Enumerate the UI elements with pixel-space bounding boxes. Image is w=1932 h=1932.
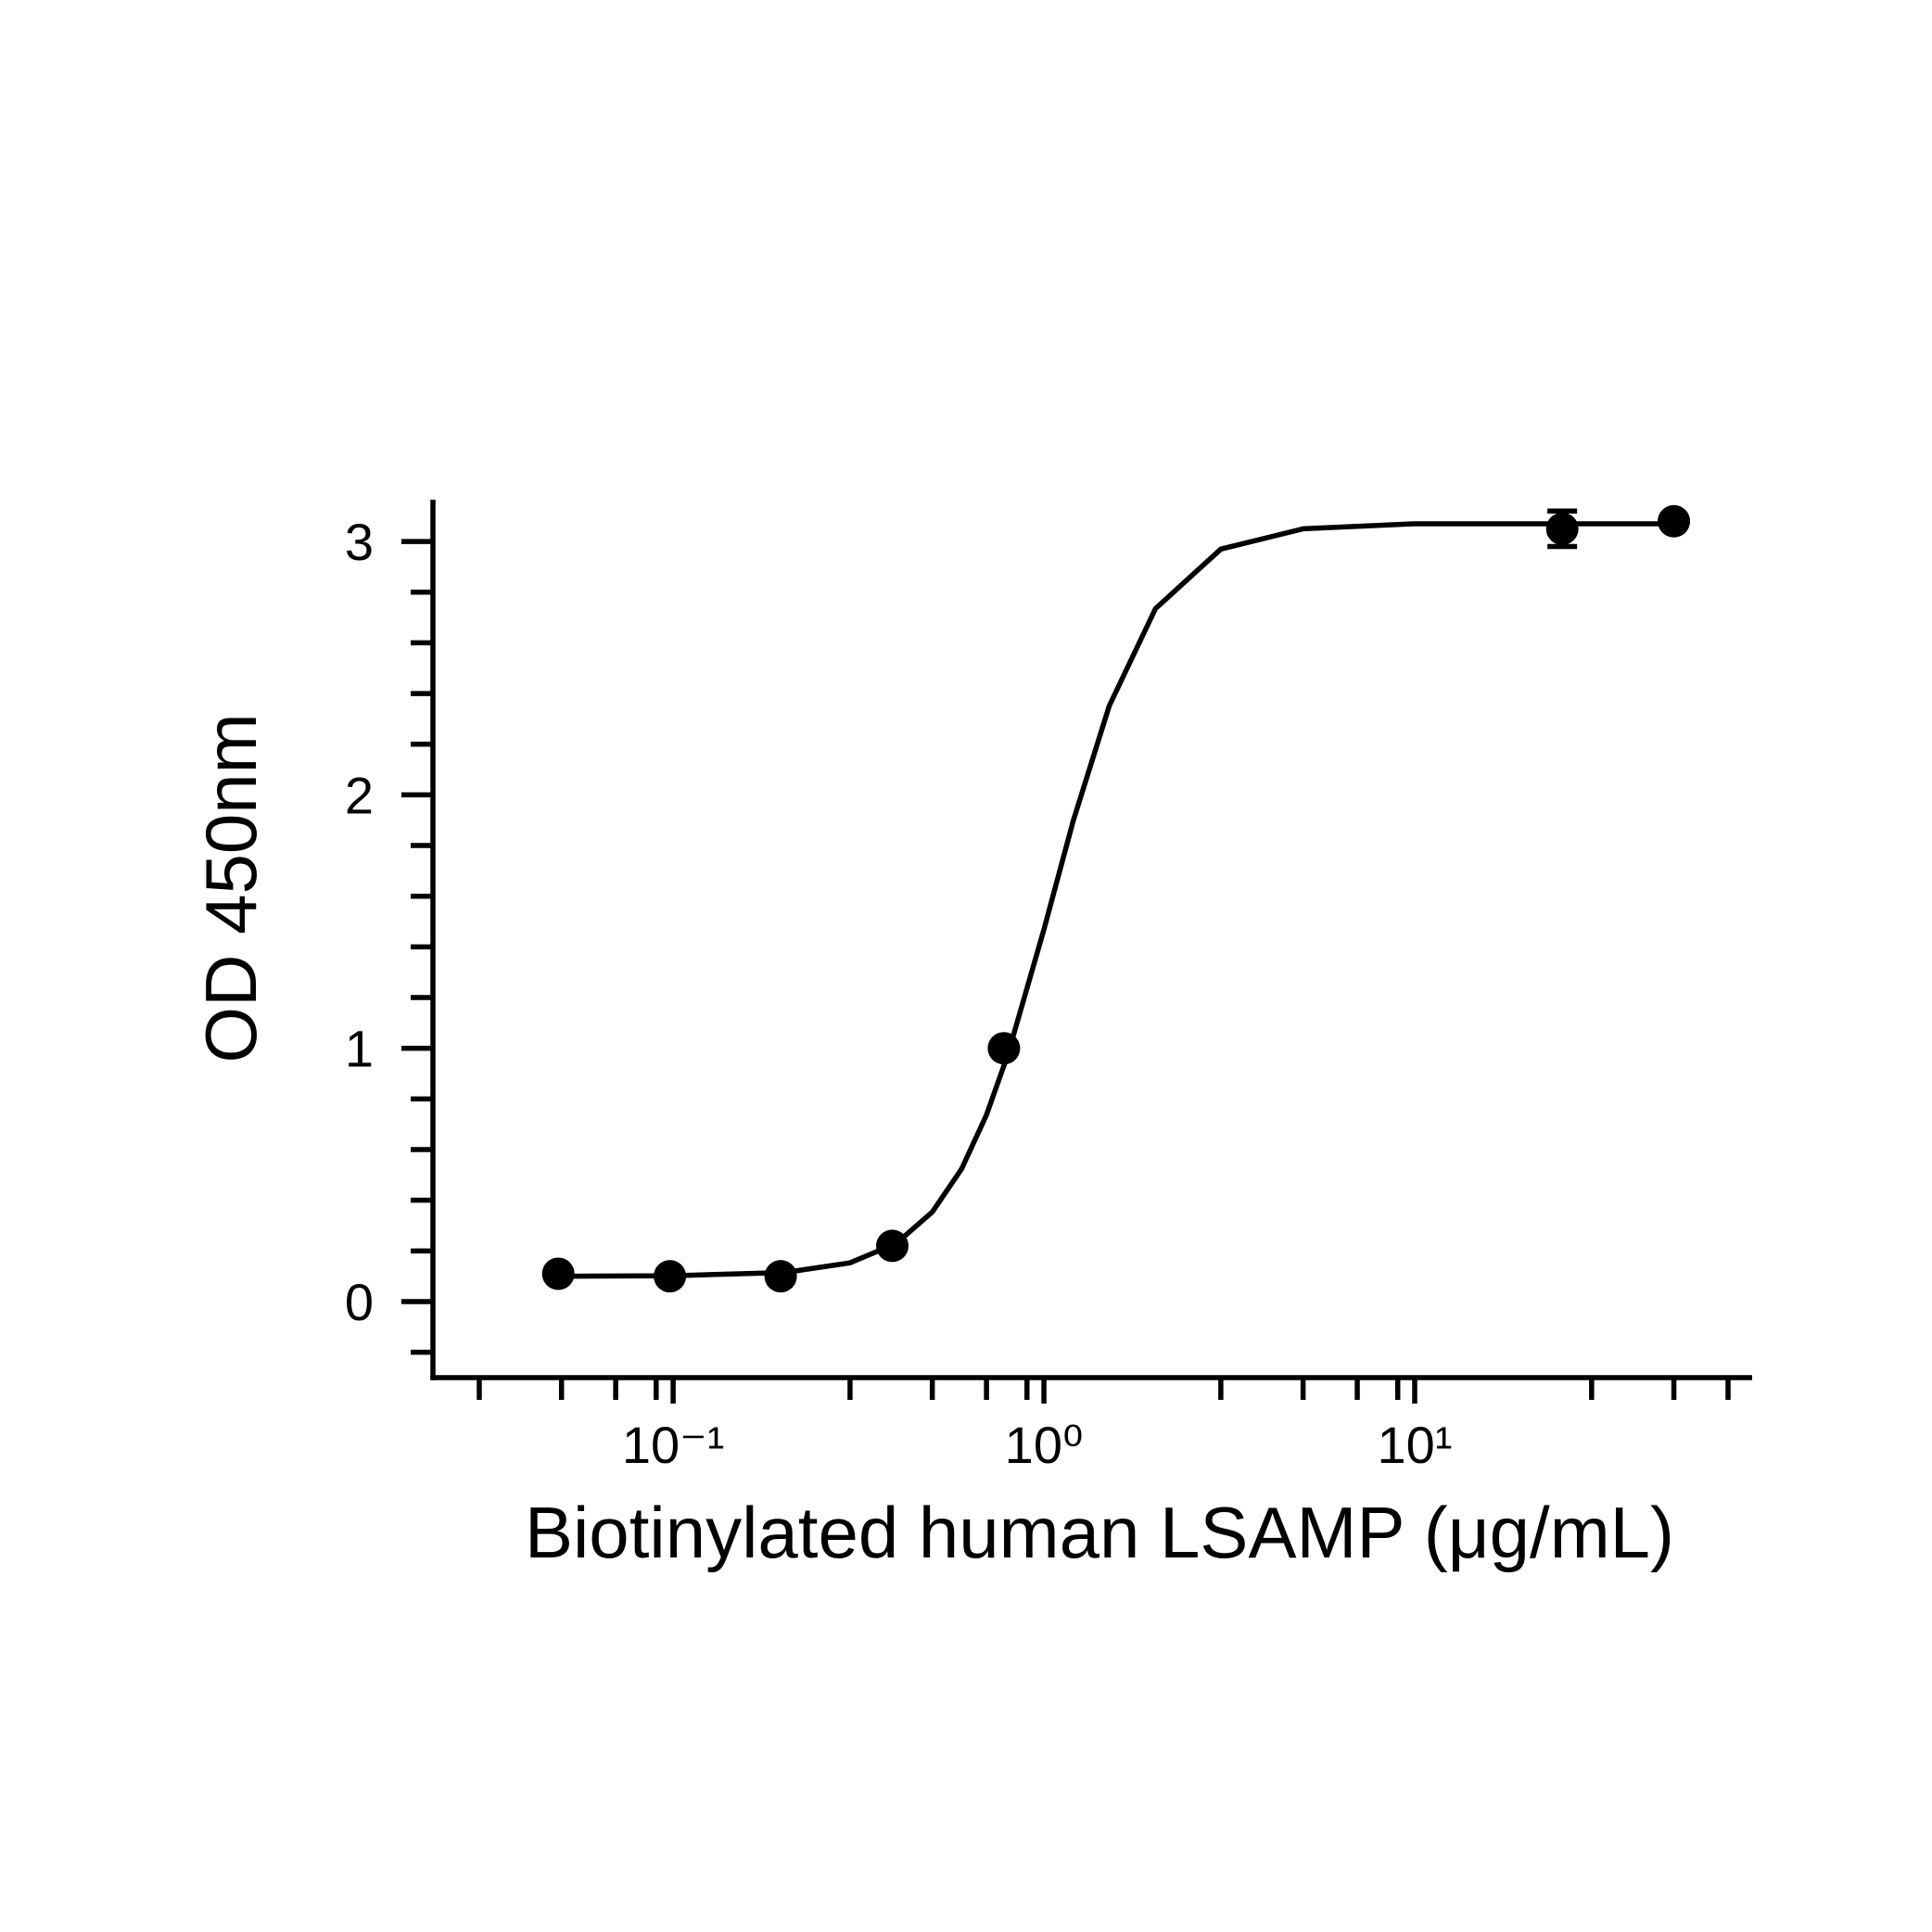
x-tick-label: 10⁻¹ — [622, 1416, 725, 1474]
data-point — [875, 1229, 909, 1263]
y-tick-label: 0 — [345, 1273, 374, 1331]
fit-curve — [558, 521, 1674, 1279]
data-point — [654, 1260, 687, 1293]
data-point — [1545, 512, 1579, 545]
data-point — [541, 1257, 575, 1290]
y-tick-label: 1 — [345, 1020, 374, 1078]
data-point — [1658, 504, 1691, 538]
x-tick-label: 10⁰ — [1005, 1416, 1084, 1474]
x-tick-label: 10¹ — [1378, 1416, 1453, 1474]
x-axis-title: Biotinylated human LSAMP (μg/mL) — [525, 1492, 1674, 1573]
data-point — [764, 1260, 797, 1293]
data-point — [987, 1032, 1021, 1065]
y-tick-label: 2 — [345, 766, 374, 824]
y-axis-title: OD 450nm — [190, 713, 272, 1062]
y-tick-label: 3 — [345, 513, 374, 571]
